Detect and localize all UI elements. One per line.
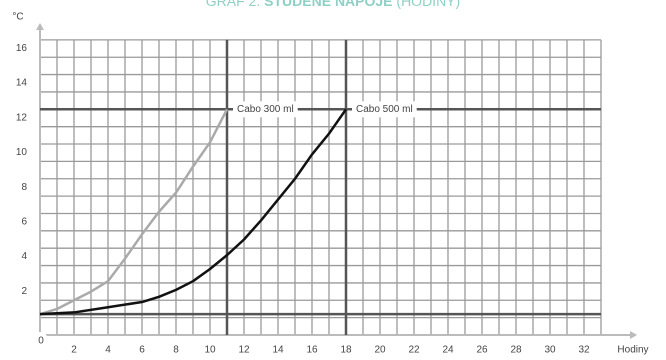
x-tick-label: 4 (105, 345, 111, 356)
x-tick-label: 10 (204, 345, 216, 356)
y-axis-label: °C (12, 12, 23, 23)
x-tick-label: 12 (238, 345, 250, 356)
y-tick-label: 6 (21, 216, 27, 227)
x-axis-arrow (630, 331, 637, 339)
y-axis-arrow (36, 23, 44, 30)
x-tick-label: 2 (71, 345, 77, 356)
annotation: Cabo 300 ml (237, 104, 294, 115)
y-tick-label: 0 (38, 336, 44, 347)
origin-dot (32, 332, 48, 348)
title-suffix: (HODINY) (396, 0, 460, 9)
title-prefix: GRAF 2. (206, 0, 260, 9)
y-tick-label: 14 (16, 78, 28, 89)
x-tick-label: 20 (374, 345, 386, 356)
title-main: STUDENÉ NÁPOJE (264, 0, 392, 9)
x-tick-label: 24 (442, 345, 454, 356)
x-tick-label: 28 (510, 345, 522, 356)
series-line (39, 108, 348, 316)
y-tick-label: 12 (16, 112, 28, 123)
x-tick-label: 14 (272, 345, 284, 356)
y-tick-label: 8 (21, 182, 27, 193)
x-tick-label: 32 (578, 345, 590, 356)
series-line (39, 108, 229, 316)
x-tick-label: 30 (544, 345, 556, 356)
x-tick-label: 22 (408, 345, 420, 356)
y-tick-label: 10 (16, 147, 28, 158)
y-tick-label: 2 (21, 286, 27, 297)
x-axis-label: Hodiny (617, 345, 648, 356)
x-tick-label: 8 (173, 345, 179, 356)
annotation-bg (233, 101, 298, 118)
annotation: Cabo 500 ml (356, 104, 413, 115)
y-tick-label: 16 (16, 43, 28, 54)
x-tick-label: 26 (476, 345, 488, 356)
x-tick-label: 6 (139, 345, 145, 356)
x-tick-label: 18 (340, 345, 352, 356)
x-tick-label: 16 (306, 345, 318, 356)
y-tick-label: 4 (21, 251, 27, 262)
annotation-bg (352, 101, 417, 118)
chart-title: GRAF 2. STUDENÉ NÁPOJE (HODINY) (206, 0, 460, 9)
